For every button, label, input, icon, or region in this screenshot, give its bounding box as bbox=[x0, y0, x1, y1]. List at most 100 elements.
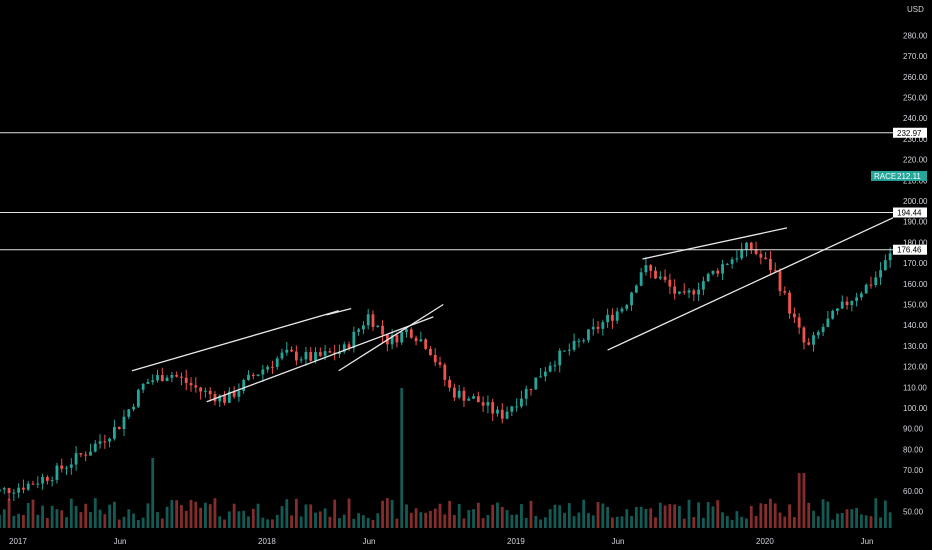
price-tick-label: 240.00 bbox=[903, 114, 928, 123]
volume-bar bbox=[390, 499, 394, 528]
candle-body bbox=[644, 265, 648, 273]
volume-bar bbox=[98, 509, 102, 528]
candle-body bbox=[888, 253, 892, 261]
volume-bar bbox=[520, 504, 523, 528]
volume-bar bbox=[0, 514, 1, 528]
volume-bar bbox=[395, 518, 399, 528]
volume-bar bbox=[721, 512, 724, 528]
candle-body bbox=[160, 375, 164, 382]
volume-bar bbox=[285, 499, 289, 528]
candle-body bbox=[879, 270, 882, 278]
candle-body bbox=[615, 311, 619, 321]
race-box bbox=[871, 170, 927, 181]
price-tick-label: 80.00 bbox=[903, 445, 924, 454]
volume-bar bbox=[883, 500, 887, 528]
candle-body bbox=[591, 326, 595, 330]
volume-bar bbox=[816, 516, 820, 528]
volume-bar bbox=[117, 519, 121, 528]
volume-bar bbox=[180, 505, 183, 528]
candle-body bbox=[534, 377, 538, 390]
volume-bar bbox=[22, 514, 25, 528]
candle-body bbox=[558, 350, 562, 366]
wedge-1-upper bbox=[131, 310, 339, 372]
candle-body bbox=[467, 398, 471, 401]
volume-bar bbox=[678, 505, 681, 528]
candle-body bbox=[50, 479, 54, 481]
volume-bar bbox=[122, 516, 126, 528]
volume-bar bbox=[175, 500, 179, 528]
volume-bar bbox=[792, 517, 796, 528]
volume-bar bbox=[376, 513, 380, 528]
candle-body bbox=[180, 376, 183, 378]
candle-body bbox=[802, 327, 806, 343]
volume-bar bbox=[256, 503, 260, 528]
volume-bar bbox=[611, 517, 614, 528]
candle-body bbox=[778, 271, 782, 292]
volume-bar bbox=[510, 514, 514, 528]
volume-bar bbox=[778, 512, 782, 528]
candle-body bbox=[452, 387, 456, 398]
candle-body bbox=[582, 340, 586, 342]
candle-body bbox=[390, 335, 394, 345]
time-tick-label: 2018 bbox=[258, 537, 276, 546]
candle-body bbox=[448, 379, 452, 388]
candle-body bbox=[606, 314, 610, 323]
candle-body bbox=[788, 292, 791, 314]
volume-bar bbox=[280, 506, 284, 528]
time-axis[interactable]: 2017Jun2018Jun2019Jun2020Jun2021Jun2022J… bbox=[9, 537, 932, 546]
candle-body bbox=[548, 365, 552, 372]
time-tick-label: Jun bbox=[114, 537, 127, 546]
candle-body bbox=[716, 270, 720, 274]
volume-bar bbox=[836, 513, 839, 528]
candle-body bbox=[74, 453, 78, 465]
candle-body bbox=[826, 318, 830, 327]
volume-bar bbox=[860, 514, 863, 528]
candle-body bbox=[505, 411, 509, 419]
candle-body bbox=[275, 358, 279, 367]
candle-body bbox=[419, 339, 423, 342]
candle-body bbox=[443, 364, 447, 380]
volume-bar bbox=[591, 515, 595, 528]
candle-body bbox=[429, 348, 432, 355]
volume-bar bbox=[850, 509, 854, 528]
volume-bar bbox=[409, 512, 413, 528]
volume-bar bbox=[7, 498, 11, 528]
candle-body bbox=[682, 291, 686, 293]
volume-bar bbox=[208, 504, 212, 528]
volume-bar bbox=[668, 504, 672, 528]
candle-body bbox=[26, 483, 30, 490]
candle-body bbox=[567, 349, 571, 351]
volume-bar bbox=[45, 518, 49, 528]
candle-body bbox=[127, 409, 131, 417]
candle-body bbox=[658, 276, 662, 279]
volume-bar bbox=[371, 519, 375, 528]
volume-bar bbox=[136, 519, 140, 528]
volume-bar bbox=[740, 516, 744, 528]
price-axis[interactable]: 50.00 60.00 70.00 80.00 90.00 100.00 110.00 120… bbox=[893, 0, 932, 550]
candle-body bbox=[773, 270, 777, 272]
candle-body bbox=[132, 406, 135, 410]
volume-bar bbox=[333, 499, 337, 528]
candle-body bbox=[362, 325, 365, 330]
candle-body bbox=[299, 359, 303, 361]
volume-bar bbox=[716, 500, 720, 528]
volume-bar bbox=[93, 498, 97, 528]
price-tick-label: 100.00 bbox=[903, 404, 928, 413]
volume-bar bbox=[199, 507, 203, 528]
volume-bar bbox=[127, 509, 131, 528]
price-tick-label: 260.00 bbox=[903, 73, 928, 82]
candle-body bbox=[170, 374, 174, 378]
price-tick-label: 280.00 bbox=[903, 31, 928, 40]
candle-body bbox=[543, 371, 547, 377]
candle-body bbox=[563, 350, 566, 352]
wedge-1-lower bbox=[206, 316, 434, 403]
candle-body bbox=[620, 308, 624, 312]
candle-body bbox=[481, 402, 485, 406]
candle-body bbox=[792, 313, 796, 318]
volume-bar bbox=[634, 507, 638, 528]
time-tick-label: Jun bbox=[861, 537, 874, 546]
last-price-label: 212.11 bbox=[897, 172, 921, 181]
volume-bar bbox=[615, 516, 619, 528]
volume-bar bbox=[563, 512, 566, 528]
